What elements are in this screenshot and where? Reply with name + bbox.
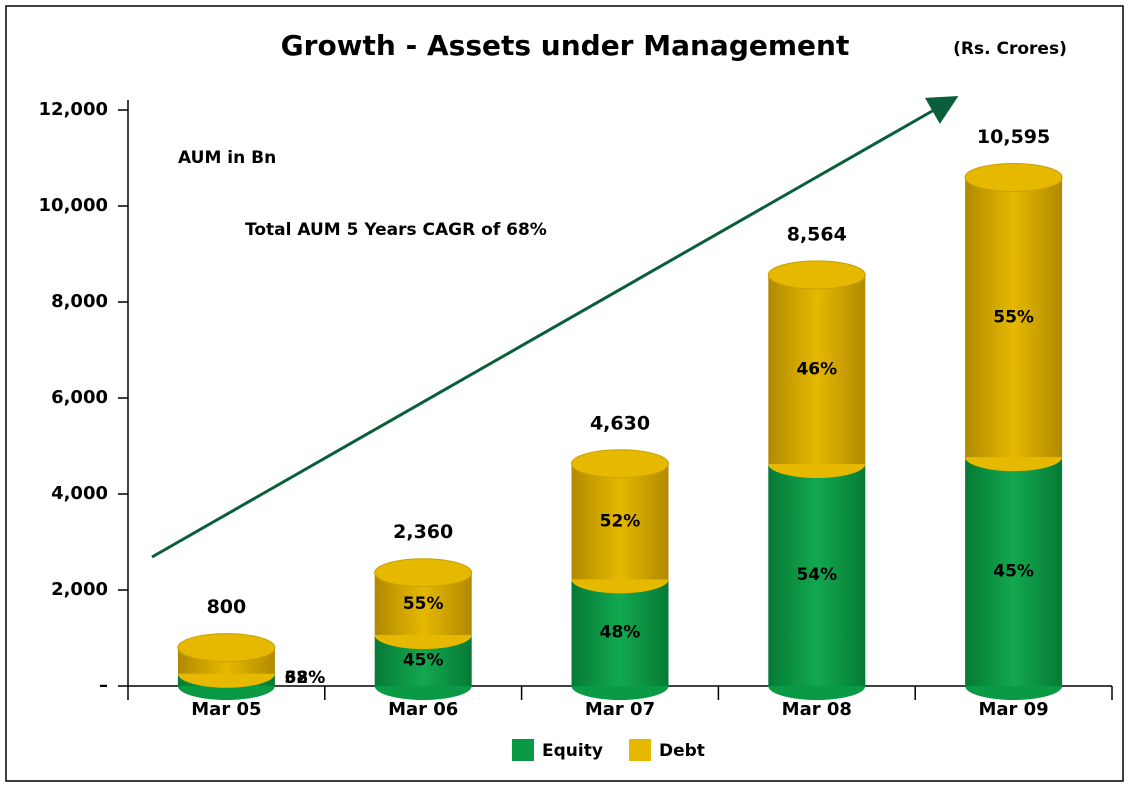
- data-label: 32%: [285, 668, 326, 688]
- x-tick-label: Mar 09: [978, 699, 1048, 720]
- data-label: 55%: [403, 594, 444, 614]
- data-label: 55%: [993, 307, 1034, 327]
- data-label: 54%: [796, 565, 837, 585]
- bar: [768, 274, 866, 464]
- bar-top: [964, 162, 1063, 192]
- legend-label: Debt: [659, 741, 705, 761]
- bar: [571, 579, 669, 686]
- legend-swatch: [512, 739, 534, 761]
- bar-top: [571, 449, 669, 479]
- bar: [965, 457, 1063, 686]
- data-label: 45%: [993, 562, 1034, 582]
- y-tick-label: –: [99, 675, 108, 696]
- annotation: Total AUM 5 Years CAGR of 68%: [245, 220, 547, 240]
- annotation: AUM in Bn: [178, 148, 276, 168]
- y-tick-label: 8,000: [51, 291, 108, 312]
- bar-top: [374, 558, 473, 588]
- y-tick-label: 6,000: [51, 387, 108, 408]
- bar: [768, 464, 866, 686]
- bar-top: [767, 260, 866, 290]
- frame: [5, 5, 1124, 782]
- data-label: 46%: [796, 359, 837, 379]
- data-label: 68%: [285, 668, 326, 688]
- chart-title: Growth - Assets under Management: [281, 29, 850, 62]
- total-label: 4,630: [590, 412, 650, 434]
- legend-label: Equity: [542, 741, 603, 761]
- y-tick-label: 10,000: [39, 195, 108, 216]
- total-label: 8,564: [787, 223, 847, 245]
- x-tick-label: Mar 07: [585, 699, 655, 720]
- chart-subtitle: (Rs. Crores): [953, 39, 1067, 59]
- x-tick-label: Mar 05: [191, 699, 261, 720]
- data-label: 48%: [600, 623, 641, 643]
- x-tick-label: Mar 06: [388, 699, 458, 720]
- legend-swatch: [629, 739, 651, 761]
- total-label: 10,595: [977, 126, 1050, 148]
- y-tick-label: 12,000: [39, 99, 108, 120]
- trend-arrow: [151, 96, 959, 559]
- bar-top: [177, 633, 276, 663]
- y-tick-label: 2,000: [51, 579, 108, 600]
- y-tick-label: 4,000: [51, 483, 108, 504]
- data-label: 52%: [600, 512, 641, 532]
- x-tick-label: Mar 08: [782, 699, 852, 720]
- total-label: 800: [207, 596, 247, 618]
- data-label: 45%: [403, 651, 444, 671]
- bar: [965, 177, 1063, 458]
- total-label: 2,360: [393, 521, 453, 543]
- bar: [571, 463, 669, 580]
